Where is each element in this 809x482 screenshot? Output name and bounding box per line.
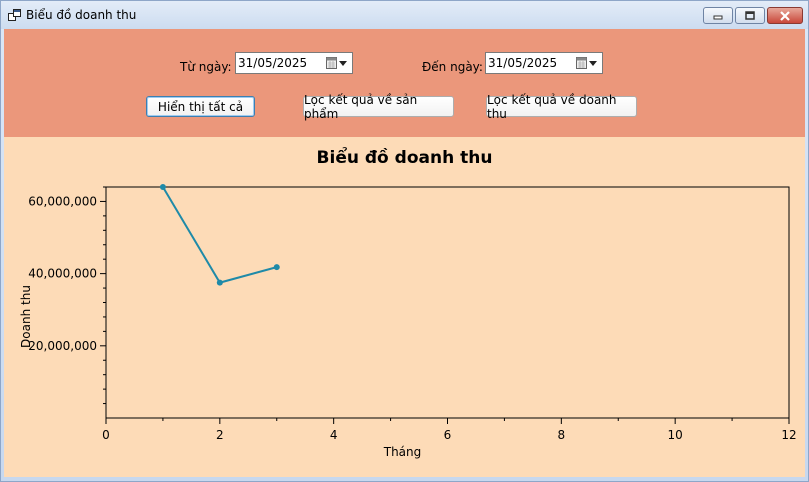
data-point: [216, 279, 223, 286]
close-icon: [780, 10, 790, 21]
x-tick-label: 4: [330, 428, 338, 442]
chart-title: Biểu đồ doanh thu: [316, 148, 493, 168]
revenue-chart: 0 2 4 6 8 10 12 20,000,000 40,000,000 60,000,000 T…: [19, 184, 797, 459]
maximize-button[interactable]: [735, 7, 765, 24]
from-date-picker[interactable]: 31/05/2025: [235, 52, 353, 74]
minimize-button[interactable]: [703, 7, 733, 24]
maximize-icon: [745, 10, 755, 20]
from-date-value: 31/05/2025: [238, 56, 308, 70]
x-tick-label: 10: [668, 428, 683, 442]
x-tick-label: 2: [216, 428, 224, 442]
calendar-icon[interactable]: [576, 56, 598, 70]
data-point: [273, 264, 280, 271]
x-tick-label: 8: [558, 428, 566, 442]
filter-panel: Từ ngày: 31/05/2025 Đến ngày: 31/05/2025: [4, 29, 805, 137]
y-axis-title: Doanh thu: [19, 285, 33, 348]
minimize-icon: [713, 15, 723, 19]
title-bar[interactable]: Biểu đồ doanh thu: [1, 1, 808, 29]
to-date-picker[interactable]: 31/05/2025: [485, 52, 603, 74]
to-date-label: Đến ngày:: [422, 60, 483, 74]
x-axis-title: Tháng: [383, 445, 422, 459]
window-title: Biểu đồ doanh thu: [26, 8, 137, 22]
from-date-label: Từ ngày:: [180, 60, 232, 74]
to-date-value: 31/05/2025: [488, 56, 558, 70]
x-tick-label: 12: [781, 428, 796, 442]
app-icon: [8, 9, 21, 21]
client-area: Từ ngày: 31/05/2025 Đến ngày: 31/05/2025: [4, 29, 805, 477]
series-line: [162, 186, 278, 284]
chevron-down-icon: [339, 61, 347, 66]
y-tick-label: 60,000,000: [28, 194, 97, 208]
y-tick-label: 20,000,000: [28, 339, 97, 353]
y-tick-label: 40,000,000: [28, 267, 97, 281]
plot-area: [105, 186, 790, 419]
show-all-button[interactable]: Hiển thị tất cả: [146, 96, 255, 117]
chevron-down-icon: [589, 61, 597, 66]
data-point: [159, 184, 166, 190]
x-tick-label: 6: [444, 428, 452, 442]
close-button[interactable]: [767, 7, 803, 24]
x-tick-label: 0: [102, 428, 110, 442]
calendar-icon[interactable]: [326, 56, 348, 70]
filter-products-button[interactable]: Lọc kết quả về sản phẩm: [303, 93, 454, 121]
